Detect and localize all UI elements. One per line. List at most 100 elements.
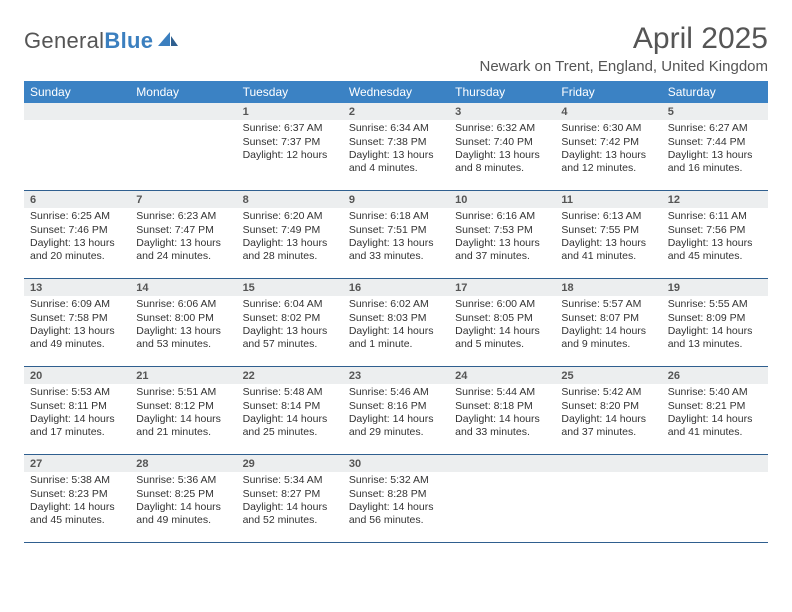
- sunrise-line: Sunrise: 6:34 AM: [349, 122, 443, 135]
- calendar-cell: 9Sunrise: 6:18 AMSunset: 7:51 PMDaylight…: [343, 191, 449, 279]
- location: Newark on Trent, England, United Kingdom: [480, 58, 769, 75]
- day-number-empty: [555, 455, 661, 472]
- calendar: Sunday Monday Tuesday Wednesday Thursday…: [24, 81, 768, 543]
- daylight-line: Daylight: 12 hours: [243, 149, 337, 162]
- daylight-line: Daylight: 13 hours and 41 minutes.: [561, 237, 655, 264]
- daylight-line: Daylight: 14 hours and 1 minute.: [349, 325, 443, 352]
- calendar-cell: 12Sunrise: 6:11 AMSunset: 7:56 PMDayligh…: [662, 191, 768, 279]
- daylight-line: Daylight: 14 hours and 25 minutes.: [243, 413, 337, 440]
- weekday-sat: Saturday: [662, 81, 768, 103]
- day-number: 30: [343, 455, 449, 472]
- sunrise-line: Sunrise: 5:57 AM: [561, 298, 655, 311]
- daylight-line: Daylight: 13 hours and 20 minutes.: [30, 237, 124, 264]
- sunrise-line: Sunrise: 5:32 AM: [349, 474, 443, 487]
- sunset-line: Sunset: 8:20 PM: [561, 400, 655, 413]
- header: GeneralBlue April 2025 Newark on Trent, …: [24, 22, 768, 75]
- calendar-cell: 5Sunrise: 6:27 AMSunset: 7:44 PMDaylight…: [662, 103, 768, 191]
- sunset-line: Sunset: 7:44 PM: [668, 136, 762, 149]
- day-number: 25: [555, 367, 661, 384]
- logo-text: GeneralBlue: [24, 28, 153, 54]
- sunset-line: Sunset: 7:51 PM: [349, 224, 443, 237]
- calendar-cell: 18 Sunrise: 5:57 AMSunset: 8:07 PMDayligh…: [555, 279, 661, 367]
- day-number: 12: [662, 191, 768, 208]
- sunset-line: Sunset: 7:47 PM: [136, 224, 230, 237]
- sunset-line: Sunset: 8:09 PM: [668, 312, 762, 325]
- day-number: 23: [343, 367, 449, 384]
- day-number-empty: [662, 455, 768, 472]
- weekday-wed: Wednesday: [343, 81, 449, 103]
- sunset-line: Sunset: 8:28 PM: [349, 488, 443, 501]
- calendar-cell: 16Sunrise: 6:02 AMSunset: 8:03 PMDayligh…: [343, 279, 449, 367]
- day-number: 20: [24, 367, 130, 384]
- title-block: April 2025 Newark on Trent, England, Uni…: [480, 22, 769, 75]
- day-number: 21: [130, 367, 236, 384]
- sunset-line: Sunset: 7:55 PM: [561, 224, 655, 237]
- calendar-cell: 20Sunrise: 5:53 AMSunset: 8:11 PMDayligh…: [24, 367, 130, 455]
- calendar-cell: [555, 455, 661, 543]
- daylight-line: Daylight: 13 hours and 12 minutes.: [561, 149, 655, 176]
- calendar-cell: 7Sunrise: 6:23 AMSunset: 7:47 PMDaylight…: [130, 191, 236, 279]
- sunrise-line: Sunrise: 6:13 AM: [561, 210, 655, 223]
- sunset-line: Sunset: 8:11 PM: [30, 400, 124, 413]
- calendar-cell: 17Sunrise: 6:00 AMSunset: 8:05 PMDayligh…: [449, 279, 555, 367]
- day-number: 26: [662, 367, 768, 384]
- sunset-line: Sunset: 8:05 PM: [455, 312, 549, 325]
- daylight-line: Daylight: 13 hours and 49 minutes.: [30, 325, 124, 352]
- day-number: 22: [237, 367, 343, 384]
- sunset-line: Sunset: 8:18 PM: [455, 400, 549, 413]
- sunrise-line: Sunrise: 5:55 AM: [668, 298, 762, 311]
- daylight-line: Daylight: 14 hours and 17 minutes.: [30, 413, 124, 440]
- sunrise-line: Sunrise: 6:18 AM: [349, 210, 443, 223]
- calendar-cell: 2Sunrise: 6:34 AMSunset: 7:38 PMDaylight…: [343, 103, 449, 191]
- logo-word1: General: [24, 28, 104, 53]
- calendar-cell: 11 Sunrise: 6:13 AMSunset: 7:55 PMDayligh…: [555, 191, 661, 279]
- daylight-line: Daylight: 13 hours and 57 minutes.: [243, 325, 337, 352]
- sunrise-line: Sunrise: 5:44 AM: [455, 386, 549, 399]
- sunset-line: Sunset: 7:56 PM: [668, 224, 762, 237]
- day-number: 18: [555, 279, 661, 296]
- weekday-header: Sunday Monday Tuesday Wednesday Thursday…: [24, 81, 768, 103]
- daylight-line: Daylight: 13 hours and 16 minutes.: [668, 149, 762, 176]
- day-number: 8: [237, 191, 343, 208]
- day-number: 29: [237, 455, 343, 472]
- daylight-line: Daylight: 14 hours and 5 minutes.: [455, 325, 549, 352]
- day-number-empty: [24, 103, 130, 120]
- calendar-cell: 30Sunrise: 5:32 AMSunset: 8:28 PMDayligh…: [343, 455, 449, 543]
- sunset-line: Sunset: 7:37 PM: [243, 136, 337, 149]
- logo-sail-icon: [156, 30, 180, 48]
- day-number: 6: [24, 191, 130, 208]
- daylight-line: Daylight: 14 hours and 49 minutes.: [136, 501, 230, 528]
- sunset-line: Sunset: 7:38 PM: [349, 136, 443, 149]
- calendar-cell: 22Sunrise: 5:48 AMSunset: 8:14 PMDayligh…: [237, 367, 343, 455]
- calendar-cell: 29Sunrise: 5:34 AMSunset: 8:27 PMDayligh…: [237, 455, 343, 543]
- daylight-line: Daylight: 14 hours and 9 minutes.: [561, 325, 655, 352]
- sunrise-line: Sunrise: 5:42 AM: [561, 386, 655, 399]
- sunset-line: Sunset: 8:12 PM: [136, 400, 230, 413]
- sunset-line: Sunset: 7:53 PM: [455, 224, 549, 237]
- sunset-line: Sunset: 7:46 PM: [30, 224, 124, 237]
- calendar-cell: 15Sunrise: 6:04 AMSunset: 8:02 PMDayligh…: [237, 279, 343, 367]
- day-number: 11: [555, 191, 661, 208]
- calendar-cell: 19Sunrise: 5:55 AMSunset: 8:09 PMDayligh…: [662, 279, 768, 367]
- calendar-cell: 3Sunrise: 6:32 AMSunset: 7:40 PMDaylight…: [449, 103, 555, 191]
- sunset-line: Sunset: 7:49 PM: [243, 224, 337, 237]
- weekday-mon: Monday: [130, 81, 236, 103]
- sunset-line: Sunset: 8:07 PM: [561, 312, 655, 325]
- page: GeneralBlue April 2025 Newark on Trent, …: [0, 0, 792, 543]
- daylight-line: Daylight: 13 hours and 28 minutes.: [243, 237, 337, 264]
- calendar-cell: 8Sunrise: 6:20 AMSunset: 7:49 PMDaylight…: [237, 191, 343, 279]
- daylight-line: Daylight: 14 hours and 13 minutes.: [668, 325, 762, 352]
- sunrise-line: Sunrise: 6:37 AM: [243, 122, 337, 135]
- sunrise-line: Sunrise: 6:02 AM: [349, 298, 443, 311]
- sunrise-line: Sunrise: 6:06 AM: [136, 298, 230, 311]
- day-number: 4: [555, 103, 661, 120]
- sunrise-line: Sunrise: 6:16 AM: [455, 210, 549, 223]
- sunrise-line: Sunrise: 5:36 AM: [136, 474, 230, 487]
- calendar-cell: 4Sunrise: 6:30 AMSunset: 7:42 PMDaylight…: [555, 103, 661, 191]
- day-number: 14: [130, 279, 236, 296]
- calendar-cell: 1Sunrise: 6:37 AMSunset: 7:37 PMDaylight…: [237, 103, 343, 191]
- daylight-line: Daylight: 14 hours and 21 minutes.: [136, 413, 230, 440]
- day-number-empty: [130, 103, 236, 120]
- weekday-tue: Tuesday: [237, 81, 343, 103]
- daylight-line: Daylight: 13 hours and 53 minutes.: [136, 325, 230, 352]
